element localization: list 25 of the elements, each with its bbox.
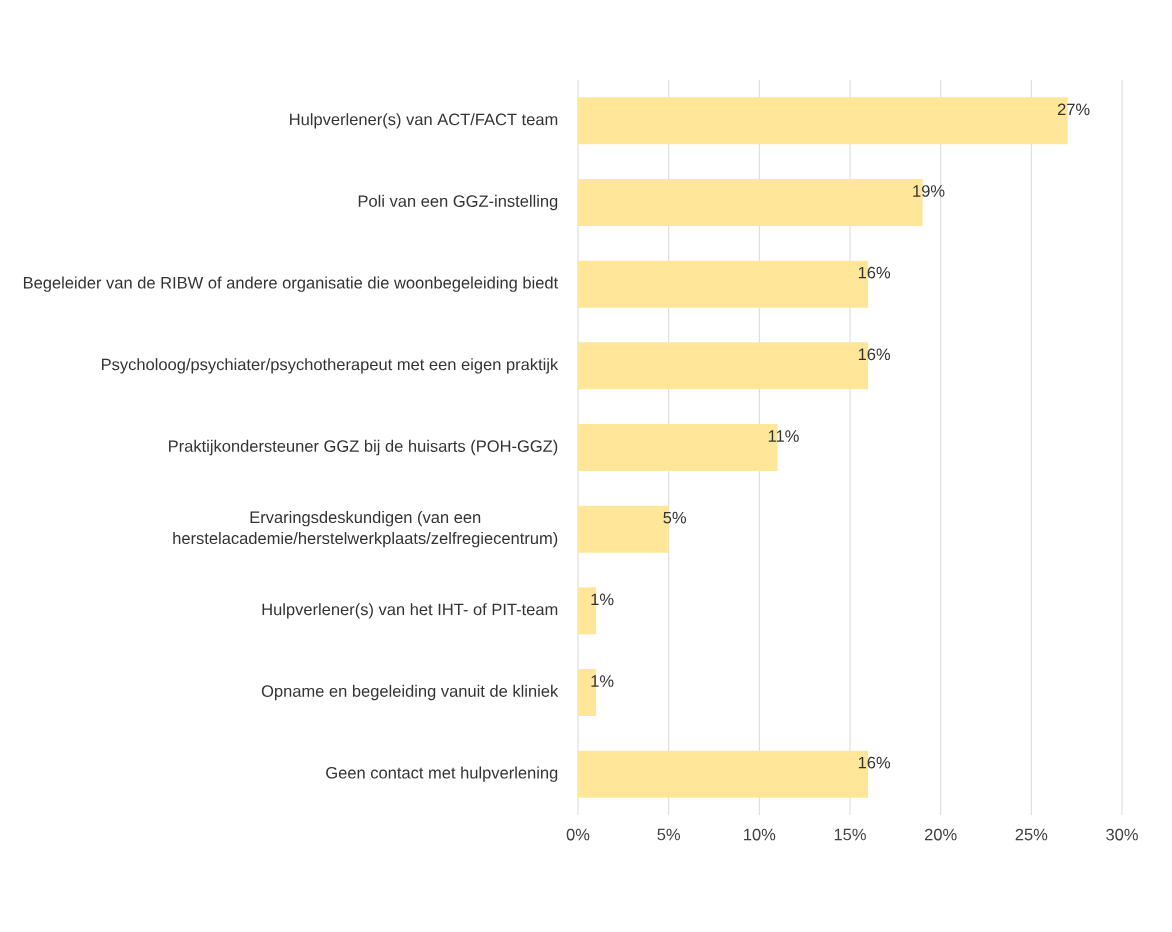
data-label: 19% [913, 185, 945, 197]
data-label: 16% [858, 266, 891, 279]
x-tick-label: 10% [744, 828, 776, 841]
data-label: 27% [1057, 103, 1090, 116]
data-label: 11% [768, 430, 799, 442]
data-label: 1% [591, 675, 614, 687]
data-label: 16% [858, 348, 891, 361]
y-tick-label: Psycholoog/psychiater/psychotherapeut met een eigen praktijk [101, 358, 559, 374]
data-label: 5% [663, 511, 686, 524]
y-tick-label: Poli van een GGZ-instelling [358, 194, 558, 211]
y-tick-label: Hulpverlener(s) van ACT/FACT team [290, 113, 558, 129]
y-tick-label: Geen contact met hulpverlening [326, 766, 558, 782]
x-tick-label: 30% [1106, 828, 1138, 841]
x-tick-label: 15% [834, 828, 866, 841]
x-tick-label: 0% [566, 828, 590, 841]
y-tick-label: Begeleider van de RIBW of andere organisatie die woonbegeleiding biedt [23, 276, 559, 292]
y-tick-label: Praktijkondersteuner GGZ bij de huisarts (POH-GGZ) [169, 439, 558, 456]
x-tick-label: 5% [657, 828, 680, 841]
y-tick-label: Hulpverlener(s) van het IHT- of PIT-team [262, 603, 558, 619]
x-tick-label: 25% [1015, 828, 1048, 841]
data-label: 16% [858, 756, 891, 769]
y-tick-label: Ervaringsdeskundigen (van een herstelacademie/herstelwerkplaats/zelfregiecentrum) [173, 510, 558, 548]
x-tick-label: 20% [924, 828, 957, 841]
y-tick-label: Opname en begeleiding vanuit de kliniek [261, 684, 559, 701]
data-label: 1% [591, 593, 614, 606]
